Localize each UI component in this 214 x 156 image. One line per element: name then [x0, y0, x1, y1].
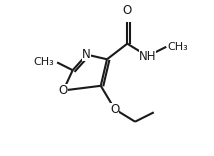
Text: NH: NH: [139, 50, 156, 63]
Text: CH₃: CH₃: [33, 57, 54, 67]
Text: N: N: [82, 48, 91, 61]
Text: O: O: [59, 84, 68, 97]
Text: CH₃: CH₃: [168, 42, 189, 52]
Text: O: O: [123, 4, 132, 17]
Text: O: O: [110, 103, 119, 116]
